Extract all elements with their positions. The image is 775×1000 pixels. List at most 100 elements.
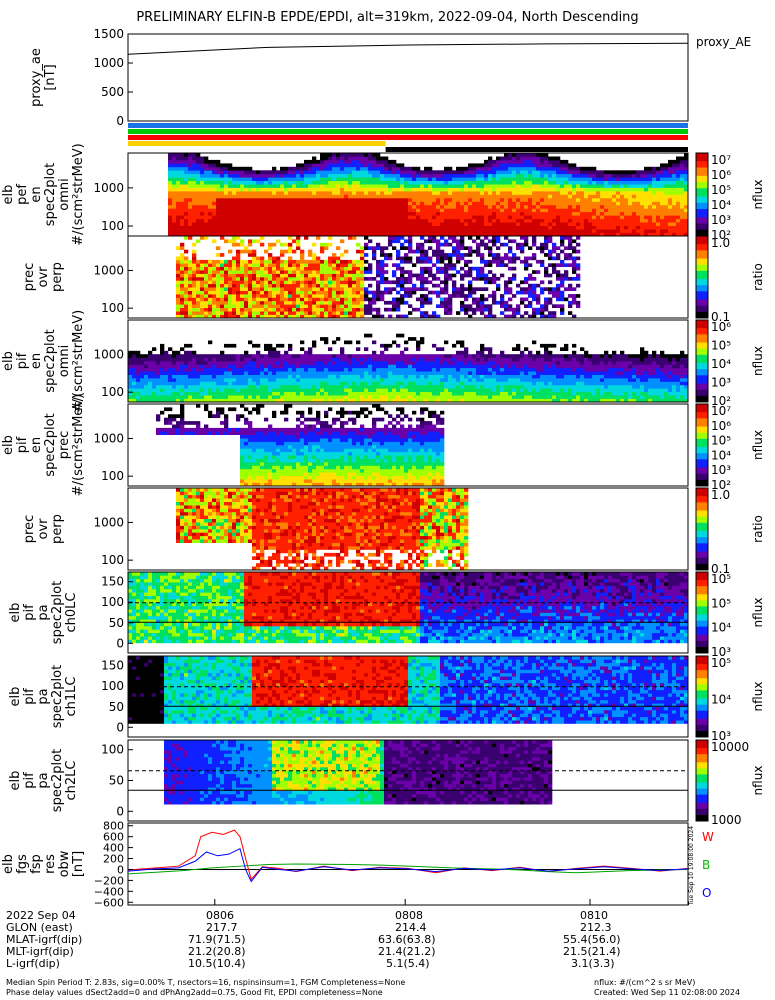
heat-cell <box>532 256 537 261</box>
heat-cell <box>660 187 665 192</box>
heat-cell <box>620 225 625 230</box>
heat-cell <box>484 159 489 164</box>
heat-cell <box>456 246 461 250</box>
heat-cell <box>460 201 465 206</box>
heat-cell <box>452 170 457 175</box>
heat-cell <box>252 184 257 188</box>
heat-cell <box>412 211 417 216</box>
heat-cell <box>400 297 405 302</box>
heat-cell <box>576 201 581 206</box>
heat-cell <box>588 215 593 220</box>
heat-cell <box>172 367 177 372</box>
heat-cell <box>648 222 653 226</box>
heat-cell <box>332 208 337 213</box>
heat-cell <box>256 184 261 188</box>
heat-cell <box>248 170 253 175</box>
heat-cell <box>384 156 389 161</box>
heat-cell <box>400 166 405 171</box>
heat-cell <box>512 215 517 220</box>
heat-cell <box>444 283 449 288</box>
heat-cell <box>248 266 253 271</box>
heat-cell <box>508 191 513 195</box>
heat-cell <box>472 249 477 254</box>
heat-cell <box>340 273 345 278</box>
heat-cell <box>184 266 189 271</box>
heat-cell <box>424 184 429 188</box>
heat-cell <box>428 256 433 261</box>
heat-cell <box>584 194 589 199</box>
heat-cell <box>440 211 445 216</box>
heat-cell <box>288 194 293 199</box>
heat-cell <box>656 229 661 233</box>
colorbar-cell <box>696 194 708 198</box>
heat-cell <box>680 215 685 220</box>
heat-cell <box>344 283 349 288</box>
heat-cell <box>652 229 657 233</box>
heat-cell <box>620 232 625 237</box>
heat-cell <box>444 253 449 257</box>
heat-cell <box>448 232 453 237</box>
heat-cell <box>212 163 217 168</box>
heat-cell <box>356 222 361 226</box>
heat-cell <box>420 222 425 226</box>
heat-cell <box>408 249 413 254</box>
heat-cell <box>296 187 301 192</box>
heat-cell <box>444 311 449 315</box>
heat-cell <box>684 225 689 230</box>
heat-cell <box>488 194 493 199</box>
heat-cell <box>168 153 173 157</box>
colorbar-cell <box>696 167 708 171</box>
heat-cell <box>400 163 405 168</box>
heat-cell <box>408 280 413 285</box>
heat-cell <box>180 163 185 168</box>
heat-cell <box>440 170 445 175</box>
heat-cell <box>264 266 269 271</box>
heat-cell <box>272 184 277 188</box>
heat-cell <box>396 229 401 233</box>
heat-cell <box>552 225 557 230</box>
heat-cell <box>416 287 421 291</box>
heat-cell <box>308 297 313 302</box>
heat-cell <box>528 204 533 209</box>
heat-cell <box>188 177 193 181</box>
heat-cell <box>368 194 373 199</box>
heat-cell <box>300 218 305 223</box>
heat-cell <box>392 273 397 278</box>
colorbar-cell <box>696 196 708 200</box>
heat-cell <box>472 194 477 199</box>
heat-cell <box>220 273 225 278</box>
heat-cell <box>420 287 425 291</box>
heat-cell <box>460 300 465 305</box>
heat-cell <box>144 357 149 362</box>
heat-cell <box>520 280 525 285</box>
heat-cell <box>552 266 557 271</box>
heat-cell <box>668 198 673 202</box>
heat-cell <box>176 307 181 312</box>
heat-cell <box>516 156 521 161</box>
heat-cell <box>500 211 505 216</box>
heat-cell <box>320 242 325 247</box>
heat-cell <box>232 283 237 288</box>
heat-cell <box>488 222 493 226</box>
heat-cell <box>208 381 213 386</box>
heat-cell <box>176 304 181 308</box>
heat-cell <box>284 283 289 288</box>
heat-cell <box>260 304 265 308</box>
heat-cell <box>332 290 337 295</box>
heat-cell <box>488 263 493 267</box>
heat-cell <box>372 163 377 168</box>
heat-cell <box>528 229 533 233</box>
heat-cell <box>408 184 413 188</box>
heat-cell <box>240 239 245 244</box>
heat-cell <box>176 287 181 291</box>
heat-cell <box>392 173 397 178</box>
heat-cell <box>468 163 473 168</box>
heat-cell <box>436 270 441 274</box>
heat-cell <box>532 177 537 181</box>
heat-cell <box>216 388 221 392</box>
heat-cell <box>204 204 209 209</box>
heat-cell <box>380 198 385 202</box>
heat-cell <box>404 201 409 206</box>
heat-cell <box>348 294 353 298</box>
